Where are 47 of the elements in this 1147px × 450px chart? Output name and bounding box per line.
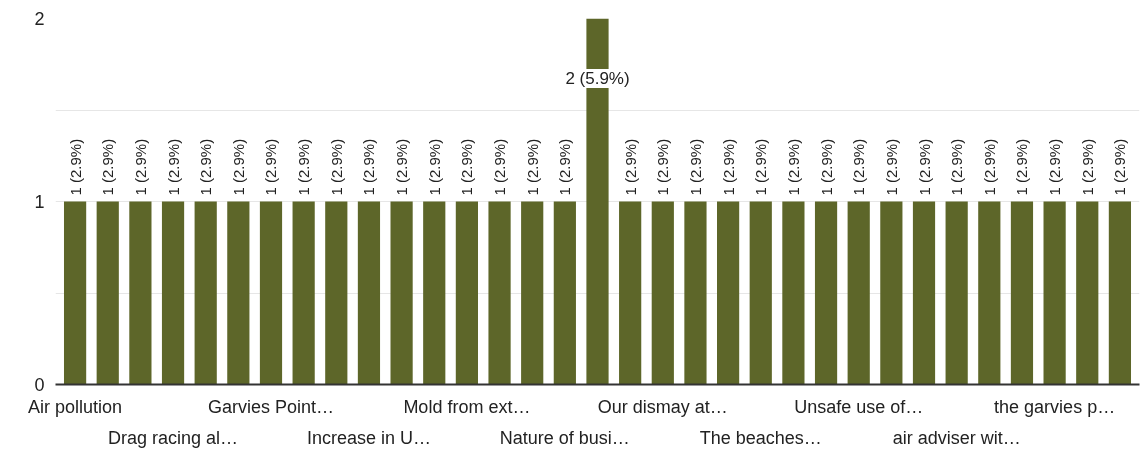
data-label: 1 (2.9%): [621, 138, 639, 196]
data-label: 1 (2.9%): [654, 138, 672, 196]
data-label: 1 (2.9%): [1078, 138, 1096, 196]
data-label: 1 (2.9%): [197, 138, 215, 196]
data-label: 1 (2.9%): [980, 138, 998, 196]
x-tick-label: air adviser wit…: [892, 427, 1021, 448]
data-label: 1 (2.9%): [229, 138, 247, 196]
x-tick-label: Garvies Point…: [207, 396, 335, 417]
x-tick-label: Unsafe use of…: [794, 396, 924, 417]
data-label: 1 (2.9%): [327, 138, 345, 196]
data-label: 1 (2.9%): [66, 138, 84, 196]
data-label: 1 (2.9%): [523, 138, 541, 196]
data-label: 1 (2.9%): [491, 138, 509, 196]
data-label: 1 (2.9%): [817, 138, 835, 196]
y-tick-label: 1: [34, 192, 45, 212]
data-label: 1 (2.9%): [393, 138, 411, 196]
data-label: 1 (2.9%): [915, 138, 933, 196]
data-label: 1 (2.9%): [458, 138, 476, 196]
x-tick-label: Drag racing al…: [108, 427, 239, 448]
y-tick-label: 2: [34, 9, 45, 29]
data-label: 1 (2.9%): [99, 138, 117, 196]
data-label: 1 (2.9%): [948, 138, 966, 196]
data-label: 1 (2.9%): [164, 138, 182, 196]
x-tick-label: Increase in U…: [306, 427, 431, 448]
x-tick-label: The beaches…: [699, 427, 822, 448]
data-label: 1 (2.9%): [556, 138, 574, 196]
data-label: 1 (2.9%): [686, 138, 704, 196]
y-tick-label: 0: [34, 375, 45, 395]
data-label: 2 (5.9%): [565, 69, 630, 88]
data-label: 1 (2.9%): [1013, 138, 1031, 196]
data-label: 1 (2.9%): [360, 138, 378, 196]
data-label: 1 (2.9%): [131, 138, 149, 196]
x-tick-label: Air pollution: [28, 396, 123, 417]
x-tick-label: Our dismay at…: [597, 396, 728, 417]
data-label: 1 (2.9%): [1111, 138, 1129, 196]
x-tick-label: Mold from ext…: [403, 396, 531, 417]
data-label: 1 (2.9%): [882, 138, 900, 196]
data-label: 1 (2.9%): [1046, 138, 1064, 196]
data-label: 1 (2.9%): [850, 138, 868, 196]
x-tick-label: the garvies p…: [994, 396, 1116, 417]
data-label: 1 (2.9%): [719, 138, 737, 196]
data-label: 1 (2.9%): [425, 138, 443, 196]
data-label: 1 (2.9%): [784, 138, 802, 196]
data-label: 1 (2.9%): [295, 138, 313, 196]
data-label: 1 (2.9%): [262, 138, 280, 196]
x-tick-label: Nature of busi…: [499, 427, 630, 448]
data-label: 1 (2.9%): [752, 138, 770, 196]
